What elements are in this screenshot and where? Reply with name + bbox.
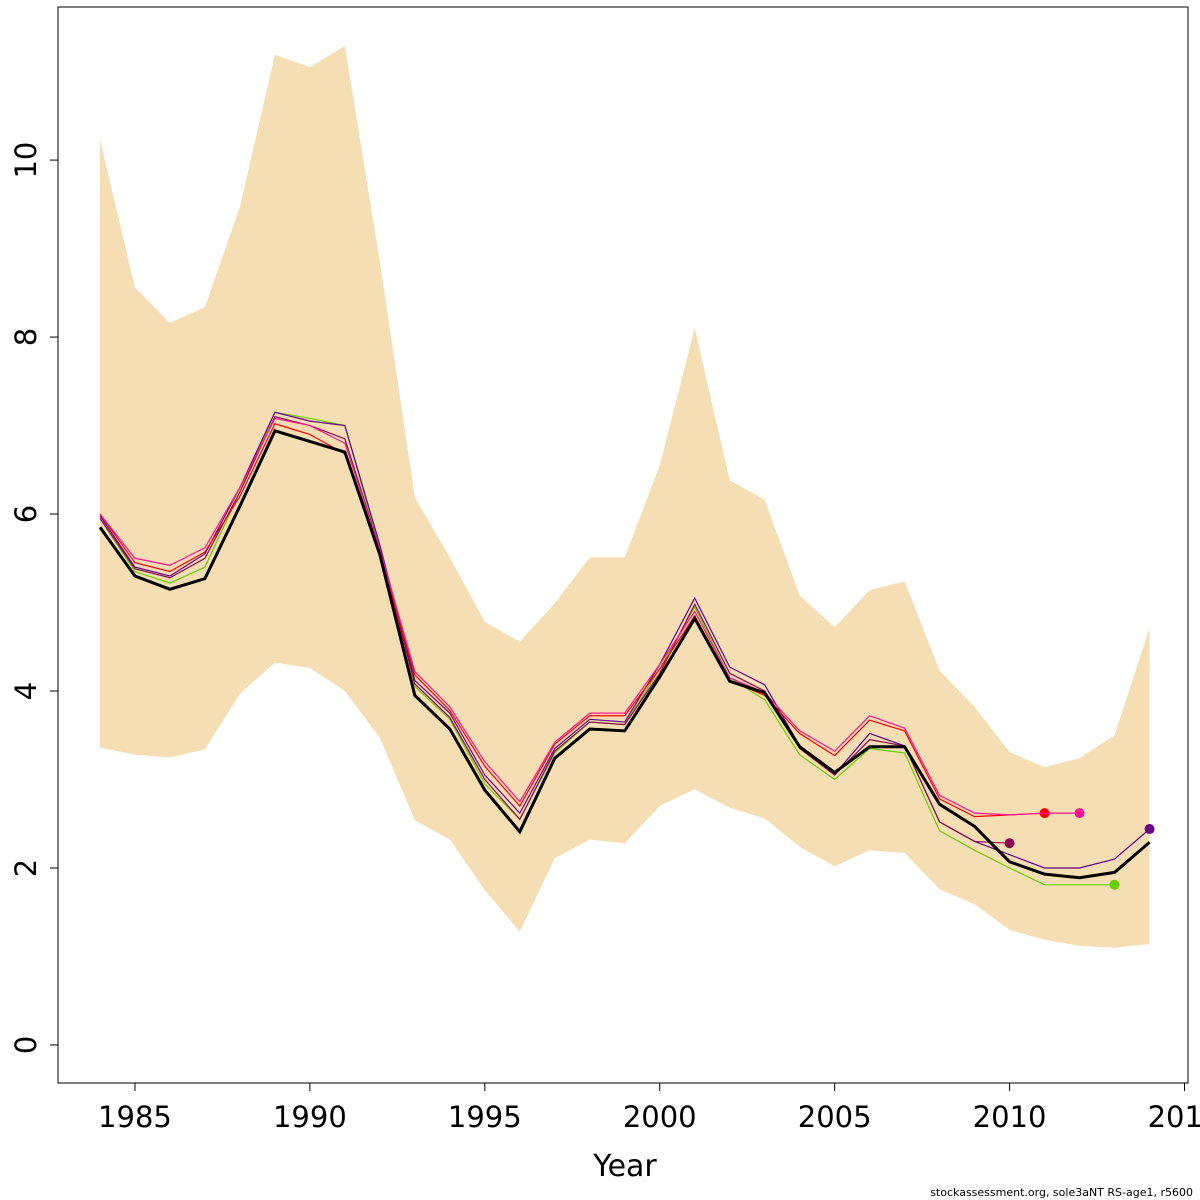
- end-point: [1004, 838, 1015, 849]
- y-tick-label: 2: [9, 859, 43, 877]
- end-point: [1144, 824, 1155, 835]
- x-tick-label: 1985: [98, 1100, 172, 1134]
- y-tick-label: 6: [9, 505, 43, 523]
- y-tick-label: 10: [9, 142, 43, 179]
- y-tick-label: 4: [9, 682, 43, 700]
- confidence-band: [99, 45, 1150, 948]
- x-axis-label: Year: [592, 1149, 657, 1184]
- plot-frame: [57, 6, 1189, 1084]
- x-tick-label: 2005: [798, 1100, 872, 1134]
- series-line: [98, 429, 1151, 880]
- y-tick-label: 0: [9, 1036, 43, 1054]
- series-line: [99, 417, 1080, 816]
- series-line: [99, 423, 1045, 818]
- x-tick-label: 2000: [623, 1100, 697, 1134]
- y-tick-label: 8: [9, 328, 43, 346]
- end-point: [1074, 808, 1085, 819]
- footer: stockassessment.org, sole3aNT RS-age1, r…: [930, 1186, 1193, 1199]
- x-tick-label: 2010: [973, 1100, 1047, 1134]
- end-point: [1109, 879, 1120, 890]
- x-tick-label: 2015: [1148, 1100, 1200, 1134]
- x-tick-label: 1995: [448, 1100, 522, 1134]
- series-line: [99, 415, 1010, 844]
- x-tick-label: 1990: [273, 1100, 347, 1134]
